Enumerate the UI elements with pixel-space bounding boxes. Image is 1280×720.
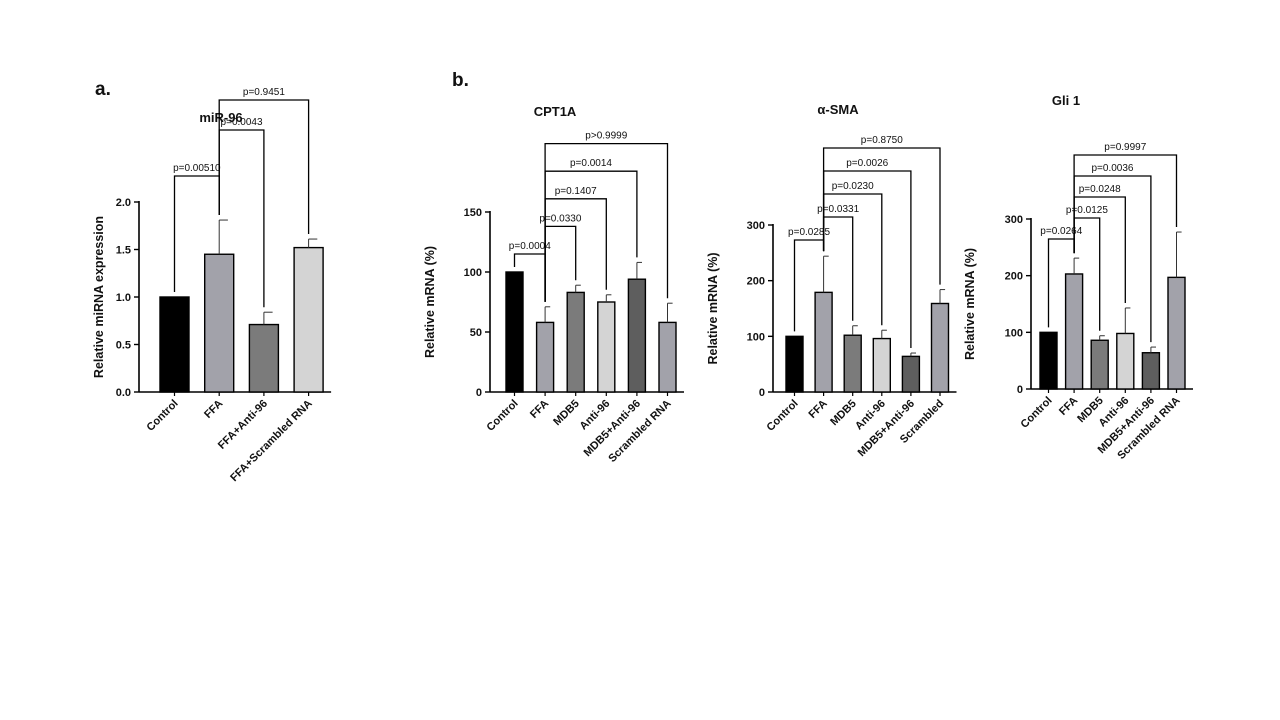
- bar: [1039, 331, 1058, 390]
- significance-bracket: [218, 99, 310, 235]
- category-label: Control: [484, 398, 520, 434]
- bar: [627, 278, 647, 393]
- bar: [566, 291, 585, 393]
- bar: [1141, 352, 1161, 390]
- bar: [1116, 332, 1135, 390]
- bar: [535, 321, 555, 393]
- y-tick-label: 2.0: [116, 197, 131, 209]
- chart-1: miR-96 Relative miRNA expression 0.0 0.5 1.0…: [92, 87, 332, 485]
- p-value-label: p=0.0014: [570, 158, 612, 169]
- category-label: FFA+Scrambled RNA: [228, 398, 315, 485]
- p-value-label: p>0.9999: [585, 131, 627, 142]
- p-value-label: p=0.0330: [539, 213, 581, 224]
- p-value-label: p=0.0331: [817, 204, 859, 215]
- p-value-label: p=0.0264: [1040, 226, 1082, 237]
- bar: [597, 301, 616, 393]
- y-tick-label: 50: [470, 327, 482, 339]
- y-axis-label: Relative miRNA expression: [92, 216, 106, 378]
- p-value-label: p=0.9997: [1104, 142, 1146, 153]
- bar: [203, 253, 235, 393]
- y-tick-label: 100: [464, 267, 482, 279]
- y-tick-label: 100: [747, 331, 765, 343]
- bar: [1167, 276, 1186, 390]
- chart-title: α-SMA: [817, 102, 859, 117]
- bar: [248, 323, 280, 393]
- bar: [930, 302, 950, 393]
- bar: [785, 335, 804, 393]
- y-tick-label: 0.5: [116, 340, 131, 352]
- chart-2: CPT1A Relative mRNA (%) 0 50 100 150 Control FF…: [423, 104, 684, 465]
- chart-3: α-SMA Relative mRNA (%) 0 100 200 300 Control F…: [706, 102, 957, 459]
- significance-bracket: [544, 225, 577, 302]
- y-tick-label: 300: [747, 220, 765, 232]
- bar: [1090, 339, 1109, 390]
- y-tick-label: 150: [464, 207, 482, 219]
- y-axis-label: Relative mRNA (%): [423, 246, 437, 358]
- bar: [293, 246, 324, 393]
- category-label: Control: [1018, 395, 1054, 431]
- p-value-label: p=0.0248: [1079, 184, 1121, 195]
- bar: [872, 337, 891, 393]
- bar: [1064, 273, 1084, 390]
- y-tick-label: 200: [1005, 271, 1023, 283]
- category-label: FFA: [807, 398, 830, 421]
- y-tick-label: 300: [1005, 214, 1023, 226]
- p-value-label: p=0.0026: [846, 158, 888, 169]
- significance-bracket: [544, 142, 669, 302]
- y-axis-label: Relative mRNA (%): [963, 248, 977, 360]
- panel-a-label: a.: [95, 79, 111, 100]
- y-tick-label: 0: [1017, 384, 1023, 396]
- y-tick-label: 0: [476, 387, 482, 399]
- bar: [901, 355, 921, 393]
- category-label: FFA: [202, 398, 225, 421]
- category-label: Control: [764, 398, 800, 434]
- bar: [159, 296, 190, 393]
- chart-title: Gli 1: [1052, 93, 1080, 108]
- y-tick-label: 0.0: [116, 387, 131, 399]
- bar: [814, 291, 833, 393]
- significance-bracket: [822, 147, 941, 285]
- chart-title: CPT1A: [534, 104, 577, 119]
- y-axis-label: Relative mRNA (%): [706, 252, 720, 364]
- bar: [505, 271, 524, 393]
- p-value-label: p=0.0285: [788, 227, 830, 238]
- bar: [658, 321, 677, 393]
- significance-bracket: [1073, 175, 1152, 343]
- p-value-label: p=0.1407: [555, 186, 597, 197]
- significance-bracket: [1073, 154, 1178, 254]
- y-tick-label: 100: [1005, 327, 1023, 339]
- panel-b-label: b.: [452, 70, 469, 91]
- y-tick-label: 200: [747, 276, 765, 288]
- charts-group: miR-96 Relative miRNA expression 0.0 0.5 1.0…: [92, 87, 1193, 484]
- significance-bracket: [822, 170, 912, 349]
- y-tick-label: 1.0: [116, 292, 131, 304]
- p-value-label: p=0.0043: [221, 117, 263, 128]
- chart-title: miR-96: [199, 110, 242, 125]
- p-value-label: p=0.0036: [1092, 163, 1134, 174]
- y-tick-label: 1.5: [116, 245, 131, 257]
- p-value-label: p=0.8750: [861, 135, 903, 146]
- p-value-label: p=0.00510: [173, 163, 221, 174]
- category-label: FFA: [528, 398, 551, 421]
- bar: [843, 334, 862, 393]
- p-value-label: p=0.9451: [243, 87, 285, 98]
- y-tick-label: 0: [759, 387, 765, 399]
- p-value-label: p=0.0230: [832, 181, 874, 192]
- p-value-label: p=0.0125: [1066, 205, 1108, 216]
- p-value-label: p=0.0004: [509, 241, 551, 252]
- category-label: Control: [144, 398, 180, 434]
